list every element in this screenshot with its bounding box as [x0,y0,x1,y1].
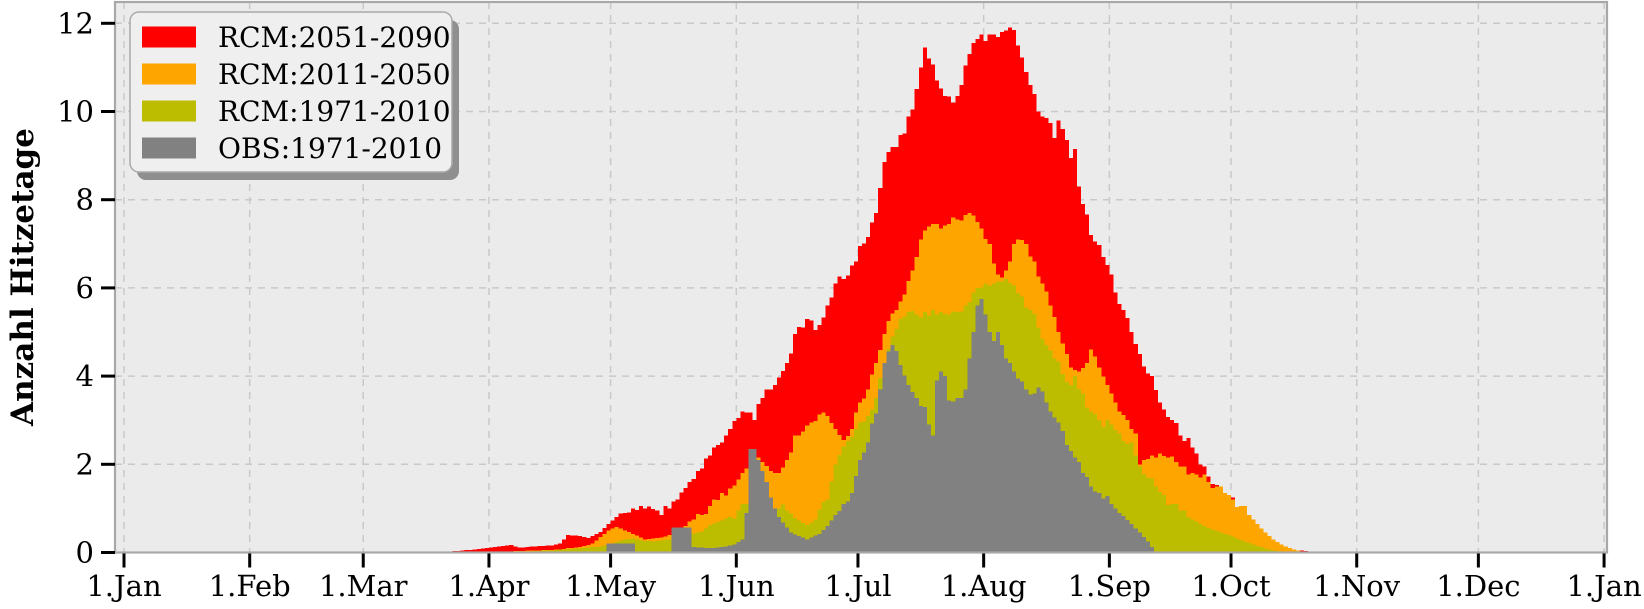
y-tick-label-0: 0 [76,536,94,570]
x-tick-label-2: 1.Mar [319,569,408,603]
x-tick-label-1: 1.Feb [209,569,291,603]
y-tick-label-5: 10 [57,95,94,129]
y-tick-label-6: 12 [57,6,94,40]
y-tick-label-4: 8 [76,183,94,217]
x-tick-label-8: 1.Sep [1068,569,1151,603]
x-tick-label-9: 1.Oct [1191,569,1271,603]
x-tick-label-3: 1.Apr [448,569,529,603]
x-tick-label-12: 1.Jan [1566,569,1641,603]
y-axis-title: Anzahl Hitzetage [5,128,41,427]
x-tick-label-4: 1.May [565,569,657,603]
legend-box [129,11,453,173]
y-tick-label-1: 2 [76,447,94,481]
area-obs-1971-2010 [606,298,1154,553]
legend-label-1: RCM:2011-2050 [218,58,451,91]
y-tick-label-2: 4 [76,359,94,393]
x-tick-label-6: 1.Jul [824,569,891,603]
legend-label-3: OBS:1971-2010 [218,132,442,165]
x-tick-label-7: 1.Aug [941,569,1027,603]
legend-swatch-0 [142,26,196,48]
legend-label-0: RCM:2051-2090 [218,21,451,54]
axes-frame [113,0,1609,554]
x-tick-label-10: 1.Nov [1313,569,1401,603]
legend-swatch-1 [142,63,196,85]
legend-label-2: RCM:1971-2010 [218,95,451,128]
x-tick-label-11: 1.Dec [1436,569,1520,603]
x-tick-label-0: 1.Jan [86,569,161,603]
legend-swatch-2 [142,100,196,122]
y-tick-label-3: 6 [76,271,94,305]
legend-swatch-3 [142,137,196,159]
x-tick-label-5: 1.Jun [698,569,775,603]
